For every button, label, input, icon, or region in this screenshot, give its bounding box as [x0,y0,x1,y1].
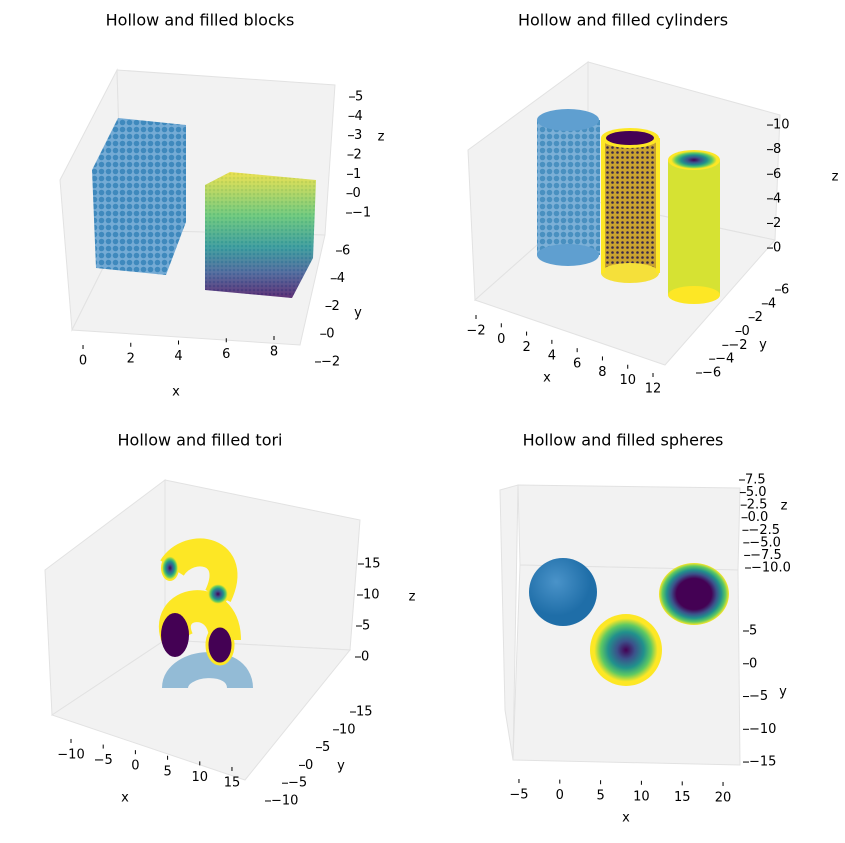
x-tick-label: 4 [548,348,556,363]
z-tick-label: 2 [354,148,362,163]
y-tick-label: −2 [321,354,340,369]
x-axis-label: x [622,811,630,826]
z-tick-label: 6 [773,167,781,182]
x-tick-label: 5 [163,764,171,779]
y-tick-label: 6 [342,243,350,258]
x-tick-label: 5 [596,789,604,804]
z-tick-label: 15 [364,557,381,572]
x-tick-label: −10 [57,747,84,762]
y-tick-label: 10 [339,722,356,737]
z-tick-label: 5.0 [746,485,767,500]
y-tick-label: 0 [742,324,750,339]
y-tick-label: 5 [749,624,757,639]
z-tick-label: −1 [352,206,371,221]
z-tick-label: 5 [355,90,363,105]
y-tick-label: −5 [288,776,307,791]
chart-title: Hollow and filled spheres [523,431,724,450]
z-tick-label: 0 [361,650,369,665]
x-tick-label: −5 [509,788,528,803]
z-tick-label: 4 [355,109,363,124]
z-tick-label: 5 [362,619,370,634]
z-tick-label: −7.5 [750,548,782,563]
z-tick-label: 2 [773,216,781,231]
y-tick-label: 0 [305,758,313,773]
chart-title: Hollow and filled tori [118,431,283,450]
x-tick-label: 10 [619,373,636,388]
z-tick-label: 7.5 [745,473,766,488]
x-tick-label: 8 [270,345,278,360]
z-tick-label: 8 [773,142,781,157]
z-axis-label: z [832,170,839,185]
x-tick-label: −5 [94,753,113,768]
y-tick-label: 0 [749,656,757,671]
z-tick-label: 2.5 [747,498,768,513]
y-tick-label: 2 [332,299,340,314]
x-tick-label: 0 [79,354,87,369]
x-tick-label: 10 [633,789,650,804]
x-axis-label: x [121,791,129,806]
y-tick-label: 2 [755,310,763,325]
z-axis-label: z [409,590,416,605]
x-tick-label: 0 [497,332,505,347]
z-tick-label: 4 [773,191,781,206]
y-axis-label: y [779,685,787,700]
z-tick-label: 10 [773,118,790,133]
z-tick-label: −10.0 [751,560,791,575]
y-tick-label: −2 [728,338,747,353]
x-tick-label: 0 [131,759,139,774]
y-tick-label: −6 [702,365,721,380]
x-tick-label: 12 [645,382,662,397]
z-tick-label: 0 [353,186,361,201]
z-axis-label: z [378,130,385,145]
x-tick-label: 10 [191,770,208,785]
z-axis-label: z [781,499,788,514]
y-tick-label: 4 [337,271,345,286]
x-axis-label: x [172,385,180,400]
x-tick-label: 4 [174,349,182,364]
chart-title: Hollow and filled blocks [106,11,295,30]
y-axis-label: y [759,338,767,353]
y-tick-label: −15 [749,755,776,770]
y-tick-label: −4 [715,352,734,367]
y-tick-label: −5 [749,689,768,704]
y-axis-label: y [337,759,345,774]
x-tick-label: 6 [573,357,581,372]
y-tick-label: −10 [271,793,298,808]
x-axis-label: x [543,371,551,386]
shapes [92,109,729,691]
z-tick-label: 0 [773,241,781,256]
y-tick-label: 5 [322,740,330,755]
z-tick-label: 3 [354,128,362,143]
x-tick-label: 20 [715,790,732,805]
chart-title: Hollow and filled cylinders [518,11,728,30]
y-tick-label: 4 [768,296,776,311]
y-tick-label: 6 [781,283,789,298]
y-tick-label: 15 [356,705,373,720]
y-tick-label: 0 [326,327,334,342]
x-tick-label: 0 [556,788,564,803]
x-tick-label: 15 [674,790,691,805]
z-tick-label: −2.5 [748,523,780,538]
x-tick-label: 15 [224,775,241,790]
x-tick-label: 2 [522,340,530,355]
z-tick-label: 10 [363,588,380,603]
y-axis-label: y [354,306,362,321]
z-tick-label: 1 [353,167,361,182]
x-tick-label: 6 [222,347,230,362]
z-tick-label: 0.0 [748,510,769,525]
x-tick-label: −2 [466,324,485,339]
z-tick-label: −5.0 [749,535,781,550]
x-tick-label: 8 [598,365,606,380]
x-tick-label: 2 [127,351,135,366]
y-tick-label: −10 [749,722,776,737]
